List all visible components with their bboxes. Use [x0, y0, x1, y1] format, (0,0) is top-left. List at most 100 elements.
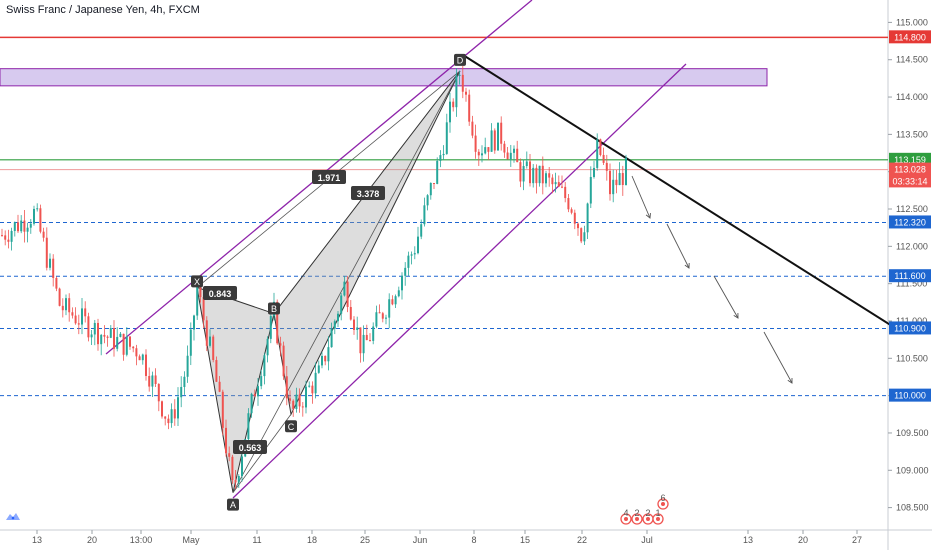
candle-body [465, 91, 467, 95]
candle-body [276, 301, 279, 344]
candle-body [45, 237, 48, 268]
candle-body [65, 298, 67, 311]
candle-body [481, 153, 483, 156]
candle-body [228, 453, 231, 457]
candle-body [461, 74, 464, 92]
candle-body [257, 386, 259, 397]
ratio-label: 0.563 [239, 443, 262, 453]
x-tick-label: 20 [87, 535, 97, 545]
projection-arrow[interactable] [631, 175, 651, 219]
candle-body [196, 286, 199, 316]
candles-group [1, 65, 627, 489]
candle-body [340, 295, 343, 314]
y-tick-label: 115.000 [896, 17, 928, 27]
pattern-triangle-xab[interactable] [196, 286, 275, 493]
y-tick-label: 109.500 [896, 428, 929, 438]
candle-body [346, 281, 349, 307]
ratio-label: 0.843 [209, 289, 232, 299]
candle-body [269, 315, 272, 339]
candle-body [122, 333, 125, 355]
candle-body [381, 313, 384, 319]
candle-body [7, 239, 10, 242]
candle-body [314, 372, 317, 394]
event-dot-center [624, 517, 628, 521]
candle-body [215, 360, 218, 382]
candle-body [164, 416, 167, 419]
candle-body [154, 375, 157, 384]
projection-arrow[interactable] [666, 223, 690, 269]
candle-body [298, 394, 301, 407]
candle-body [221, 391, 224, 428]
projection-arrow-head [787, 377, 793, 384]
ratio-label-box [233, 440, 267, 454]
candle-body [401, 275, 403, 291]
candle-body [474, 135, 477, 152]
candle-body [330, 328, 333, 348]
projection-arrow[interactable] [713, 275, 739, 319]
candle-body [612, 179, 615, 195]
candle-body [173, 409, 176, 419]
x-tick-label: 13:00 [130, 535, 153, 545]
candle-body [4, 235, 7, 240]
candle-body [135, 348, 138, 357]
candle-body [615, 179, 618, 186]
candle-body [321, 355, 323, 366]
downtrend-line[interactable] [462, 54, 893, 327]
candle-body [349, 306, 352, 320]
candle-body [583, 232, 586, 242]
candle-body [452, 101, 455, 108]
resistance-zone[interactable] [0, 68, 768, 87]
candle-body [52, 258, 55, 278]
candle-body [570, 209, 573, 213]
y-tick-label: 114.000 [896, 92, 928, 102]
event-count-label: 6 [660, 493, 665, 503]
x-tick-label: 13 [743, 535, 753, 545]
candle-body [385, 317, 387, 319]
candle-body [87, 316, 90, 338]
projection-arrow[interactable] [763, 331, 793, 384]
candle-body [289, 398, 291, 401]
candle-body [74, 315, 77, 324]
candle-body [324, 355, 327, 362]
candle-body [442, 153, 445, 156]
candle-body [573, 212, 576, 224]
candle-body [404, 267, 407, 276]
candle-body [596, 139, 599, 168]
candle-body [132, 346, 135, 349]
candle-body [493, 130, 496, 151]
x-tick-label: 22 [577, 535, 587, 545]
candle-body [186, 355, 189, 377]
event-dot-center [661, 502, 665, 506]
candle-body [10, 230, 13, 242]
channel-lower-line[interactable] [232, 63, 687, 499]
price-tag-label: 113.159 [894, 155, 926, 165]
candle-body [525, 161, 528, 167]
candle-body [266, 338, 269, 356]
candle-body [282, 345, 285, 377]
candle-body [231, 456, 234, 481]
pattern-point-badge [191, 275, 203, 288]
x-tick-label: 18 [307, 535, 317, 545]
candle-body [55, 277, 58, 289]
price-tag-label: 110.900 [894, 323, 926, 333]
ratio-label-box [203, 286, 237, 300]
candle-body [225, 427, 227, 454]
candle-body [621, 173, 624, 185]
price-tag [889, 30, 931, 44]
candle-body [103, 334, 106, 337]
y-tick-label: 108.500 [896, 503, 929, 513]
candle-body [407, 255, 410, 268]
candle-body [519, 162, 522, 182]
candle-body [529, 161, 531, 184]
candle-body [532, 167, 535, 184]
event-count-label: 1 [655, 508, 660, 518]
candle-body [490, 130, 493, 152]
candle-body [567, 198, 570, 210]
candle-body [17, 222, 19, 232]
y-tick-label: 114.500 [896, 55, 928, 65]
x-tick-label: Jun [413, 535, 428, 545]
candle-body [311, 385, 314, 394]
tradingview-logo-icon[interactable] [5, 510, 21, 522]
